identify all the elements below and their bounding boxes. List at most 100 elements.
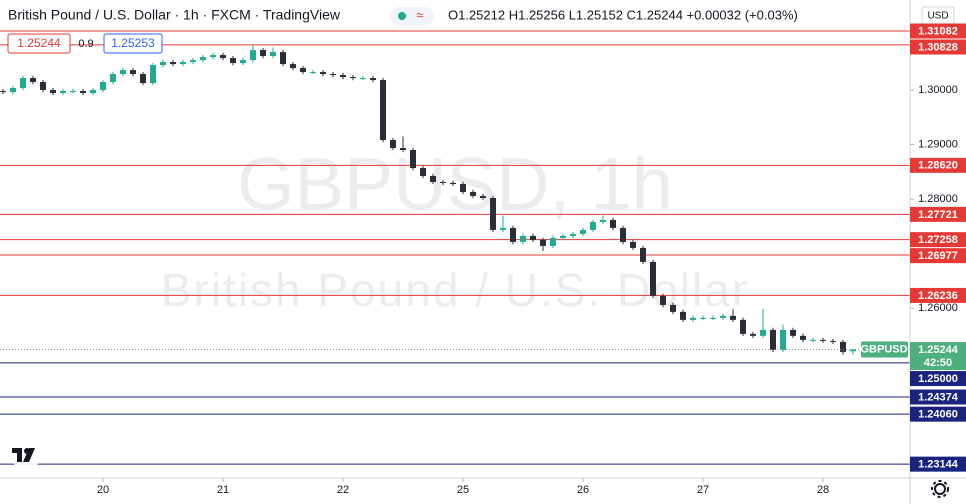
- level-label-box: [910, 23, 966, 39]
- candle-body: [640, 247, 646, 262]
- candle-body: [370, 78, 376, 81]
- level-label-box: [910, 389, 966, 405]
- candle-body: [300, 68, 306, 73]
- candle-body: [330, 74, 336, 76]
- candle-body: [790, 329, 796, 336]
- candle-body: [20, 78, 26, 89]
- spread: 0.9: [78, 38, 93, 50]
- candle-body: [690, 317, 696, 320]
- x-tick-label: 20: [97, 484, 109, 496]
- currency: USD: [927, 11, 948, 22]
- settings-gear[interactable]: [931, 480, 949, 498]
- candle-body: [510, 227, 516, 242]
- level-label: 1.26236: [918, 290, 958, 302]
- candle-body: [90, 90, 96, 94]
- delay-icon: ≈: [416, 7, 423, 22]
- candle-body: [580, 229, 586, 234]
- candle-body: [320, 72, 326, 75]
- status-icons[interactable]: ≈: [390, 7, 434, 25]
- level-label-box: [910, 248, 966, 264]
- candle-body: [680, 311, 686, 320]
- candle-body: [750, 333, 756, 336]
- candle-body: [730, 315, 736, 320]
- level-label-box: [910, 406, 966, 422]
- countdown: 42:50: [924, 357, 952, 369]
- candle-body: [850, 349, 856, 352]
- candle-body: [600, 219, 606, 222]
- x-tick-label: 21: [217, 484, 229, 496]
- level-label: 1.23144: [918, 459, 959, 471]
- candle-body: [360, 78, 366, 80]
- candle-body: [270, 52, 276, 57]
- candle-body: [620, 227, 626, 242]
- buy-button[interactable]: [103, 33, 163, 54]
- candle-body: [140, 74, 146, 84]
- candle-body: [410, 150, 416, 169]
- candle-body: [80, 91, 86, 94]
- candle-body: [490, 197, 496, 230]
- candle-body: [830, 340, 836, 342]
- watermark-description: British Pound / U.S. Dollar: [161, 264, 749, 316]
- candle-body: [170, 62, 176, 65]
- y-tick-label: 1.26000: [918, 302, 958, 314]
- candle-body: [150, 65, 156, 84]
- level-label: 1.27258: [918, 234, 958, 246]
- level-label-box: [910, 371, 966, 387]
- candle-body: [350, 77, 356, 79]
- candle-body: [100, 82, 106, 91]
- candle-body: [590, 221, 596, 230]
- candle-body: [500, 227, 506, 230]
- candle-body: [390, 140, 396, 148]
- candle-body: [340, 75, 346, 78]
- candle-body: [520, 235, 526, 242]
- candle-body: [570, 233, 576, 236]
- candle-body: [700, 317, 706, 319]
- candle-body: [220, 55, 226, 59]
- trade-buttons: 1.25244 0.9 1.25253: [7, 33, 163, 54]
- level-label-box: [910, 157, 966, 173]
- candle-body: [550, 237, 556, 246]
- watermark: GBPUSD, 1h British Pound / U.S. Dollar: [161, 143, 749, 317]
- candle-body: [0, 91, 6, 93]
- candle-body: [30, 78, 36, 83]
- last-price-box: [910, 342, 966, 371]
- candle-body: [540, 239, 546, 246]
- logo-dot: [24, 448, 30, 454]
- level-label: 1.31082: [918, 25, 958, 37]
- candle-body: [460, 183, 466, 192]
- y-tick-label: 1.30000: [918, 84, 958, 96]
- symbol-tag: GBPUSD: [860, 343, 907, 355]
- level-label-box: [910, 39, 966, 55]
- symbol-title[interactable]: British Pound / U.S. Dollar · 1h · FXCM …: [8, 7, 341, 23]
- header-bg: [0, 3, 384, 29]
- candle-body: [840, 341, 846, 352]
- candle-body: [240, 60, 246, 64]
- candle-body: [450, 182, 456, 184]
- candle-body: [200, 57, 206, 61]
- candle-body: [230, 58, 236, 64]
- gear-ring: [934, 483, 946, 495]
- candle-body: [740, 319, 746, 334]
- candle-body: [440, 181, 446, 183]
- level-label: 1.24060: [918, 409, 958, 421]
- status-pill: [390, 7, 434, 25]
- ohlc-legend: O1.25212 H1.25256 L1.25152 C1.25244 +0.0…: [448, 7, 798, 22]
- candle-body: [760, 329, 766, 336]
- x-tick-label: 22: [337, 484, 349, 496]
- level-label: 1.30828: [918, 41, 958, 53]
- level-label: 1.24374: [918, 391, 959, 403]
- sell-button[interactable]: [7, 33, 71, 54]
- candle-body: [130, 70, 136, 75]
- candle-body: [660, 295, 666, 305]
- buy-price: 1.25253: [111, 36, 155, 50]
- gear-teeth: [931, 480, 949, 498]
- tradingview-logo[interactable]: [11, 440, 41, 470]
- level-label-box: [910, 456, 966, 472]
- candle-body: [720, 315, 726, 318]
- level-label: 1.27721: [918, 209, 958, 221]
- candle-body: [60, 91, 66, 94]
- candle-body: [650, 261, 656, 296]
- candle-body: [710, 317, 716, 319]
- candle-body: [160, 62, 166, 66]
